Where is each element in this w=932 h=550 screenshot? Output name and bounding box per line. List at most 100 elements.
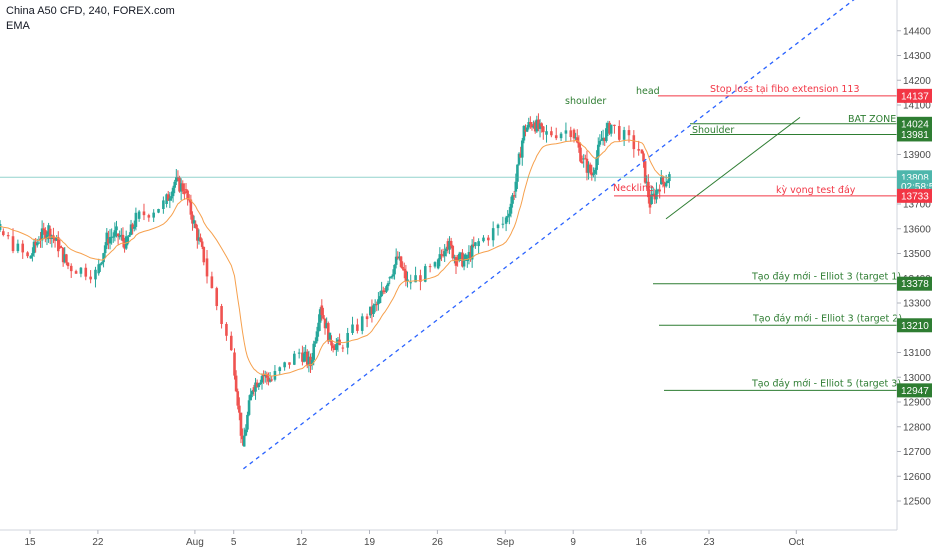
candle-body	[627, 130, 631, 136]
candle-body	[121, 234, 125, 242]
candle-body	[653, 193, 657, 200]
candle-body	[126, 236, 130, 244]
candle-body	[600, 139, 603, 141]
shoulder-left-label: shoulder	[565, 96, 606, 107]
price-tag-label: 13210	[901, 321, 929, 332]
candle-body	[360, 316, 364, 331]
x-tick-label: 12	[296, 537, 308, 548]
candle-body	[386, 283, 390, 287]
candle-body	[69, 265, 73, 272]
candle-body	[559, 133, 563, 139]
candle-body	[293, 353, 296, 365]
price-tag-bg	[897, 116, 932, 131]
candle-body	[378, 296, 382, 303]
candle-body	[459, 252, 463, 254]
candle-body	[369, 306, 372, 316]
candle-body	[645, 181, 649, 183]
candle-body	[385, 286, 388, 292]
candle-body	[524, 129, 527, 132]
x-tick-label: Sep	[496, 537, 514, 548]
candle-body	[394, 256, 398, 265]
candle-body	[608, 122, 611, 134]
price-tag-bg	[897, 127, 932, 142]
candle-body	[56, 237, 60, 252]
candle-body	[239, 412, 243, 436]
y-tick-label: 12700	[903, 447, 931, 458]
candle-body	[99, 263, 102, 265]
candle-body	[380, 290, 383, 297]
candle-body	[622, 130, 626, 140]
candle-body	[105, 232, 109, 246]
y-tick-label: 14400	[903, 26, 931, 37]
candle-body	[307, 356, 311, 365]
candle-body	[26, 252, 29, 257]
candle-body	[535, 119, 539, 132]
y-tick-label: 14100	[903, 101, 931, 112]
y-tick-label: 13700	[903, 200, 931, 211]
neckline-label: Neckline	[613, 183, 654, 194]
candle-body	[102, 253, 105, 263]
candle-body	[444, 248, 448, 252]
y-tick-label: 13600	[903, 224, 931, 235]
indicator-label[interactable]: EMA	[6, 20, 30, 32]
candle-body	[234, 375, 238, 392]
candle-body	[666, 181, 670, 184]
expect-label: kỳ vọng test đáy	[776, 185, 856, 196]
candle-body	[53, 238, 57, 241]
candle-body	[44, 230, 47, 240]
candle-body	[74, 271, 78, 274]
candle-body	[596, 144, 600, 158]
candle-body	[632, 135, 636, 150]
candle-body	[202, 246, 206, 263]
candle-body	[440, 254, 443, 256]
candle-body	[648, 197, 652, 208]
candle-body	[456, 258, 459, 261]
candle-body	[236, 391, 240, 406]
candle-body	[661, 176, 665, 183]
candle-body	[197, 237, 201, 241]
candle-body	[312, 343, 316, 360]
candle-body	[393, 264, 396, 275]
candles	[0, 113, 671, 447]
candle-body	[40, 228, 44, 241]
candle-body	[250, 390, 254, 395]
candle-body	[527, 122, 531, 128]
candle-body	[330, 340, 333, 346]
candle-body	[310, 359, 314, 365]
candle-body	[196, 227, 199, 241]
candle-body	[462, 259, 466, 267]
candle-body	[449, 240, 453, 246]
candle-body	[178, 177, 181, 192]
shoulder-right-label: Shoulder	[692, 125, 734, 136]
candle-body	[35, 242, 39, 246]
candle-body	[323, 318, 327, 329]
candle-body	[365, 316, 369, 320]
candle-body	[388, 277, 392, 279]
candle-body	[664, 183, 668, 187]
candle-body	[129, 224, 133, 235]
y-tick-label: 14200	[903, 76, 931, 87]
candle-body	[246, 414, 249, 430]
candle-body	[404, 270, 408, 282]
candle-body	[326, 323, 330, 342]
candle-body	[32, 241, 36, 254]
candle-body	[244, 429, 248, 436]
candle-body	[402, 268, 406, 271]
candle-body	[301, 352, 304, 362]
x-tick-label: 5	[231, 537, 237, 548]
candle-body	[165, 194, 168, 204]
candle-body	[470, 244, 474, 260]
candle-body	[637, 149, 640, 151]
candle-body	[514, 181, 518, 192]
candle-body	[370, 306, 374, 315]
candle-body	[242, 435, 246, 447]
ema-path	[0, 139, 670, 377]
candle-body	[260, 376, 264, 383]
candle-body	[457, 253, 461, 261]
candle-body	[584, 158, 587, 160]
candle-body	[509, 203, 513, 214]
candle-body	[574, 137, 577, 139]
candle-body	[183, 191, 186, 195]
